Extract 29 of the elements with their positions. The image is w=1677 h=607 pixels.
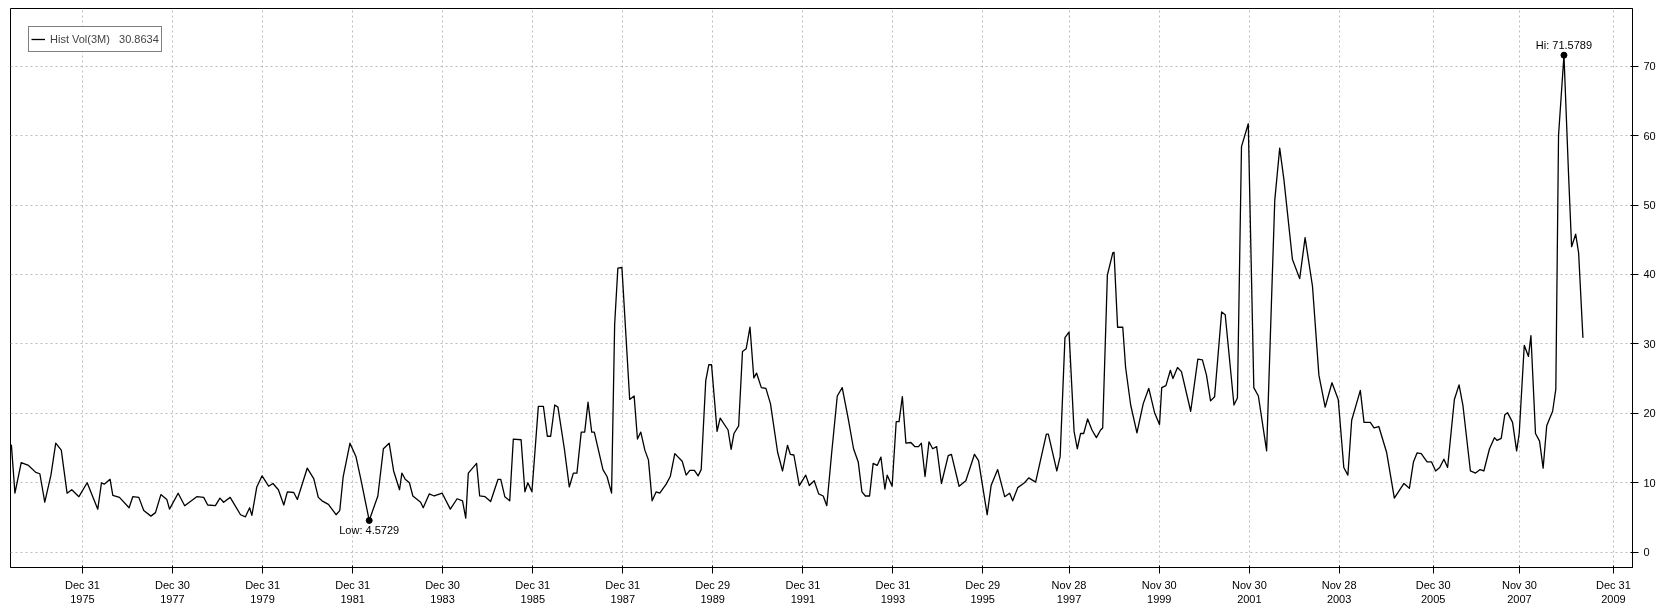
y-tick-label: 60 bbox=[1643, 129, 1656, 142]
x-tick-label: Dec 29 1989 bbox=[695, 578, 731, 605]
annotation: Hi: 71.5789 bbox=[1535, 39, 1593, 52]
x-tick-label: Dec 31 1975 bbox=[65, 578, 100, 605]
x-tick-label: Nov 28 2003 bbox=[1321, 578, 1357, 605]
x-tick-label: Nov 28 1997 bbox=[1051, 578, 1087, 605]
x-tick-label: Dec 30 1977 bbox=[155, 578, 190, 605]
y-tick-label: 50 bbox=[1643, 199, 1656, 212]
x-tick-label: Nov 30 2001 bbox=[1231, 578, 1267, 605]
legend-label: Hist Vol(3M) 30.8634 bbox=[50, 33, 159, 45]
x-tick-label: Dec 31 1993 bbox=[875, 578, 911, 605]
x-tick-label: Nov 30 2007 bbox=[1502, 578, 1537, 605]
x-tick-label: Dec 31 2009 bbox=[1595, 578, 1631, 605]
x-tick-label: Dec 31 1979 bbox=[245, 578, 281, 605]
y-tick-label: 70 bbox=[1643, 60, 1656, 73]
x-tick-label: Dec 31 1987 bbox=[605, 578, 641, 605]
x-tick-label: Dec 31 1981 bbox=[335, 578, 371, 605]
x-tick-label: Dec 31 1985 bbox=[515, 578, 551, 605]
y-tick-label: 20 bbox=[1643, 407, 1656, 420]
x-tick-label: Dec 30 1983 bbox=[425, 578, 460, 605]
y-tick-label: 10 bbox=[1643, 476, 1656, 489]
annotation: Low: 4.5729 bbox=[339, 524, 400, 537]
y-tick-label: 0 bbox=[1643, 546, 1650, 559]
x-tick-label: Dec 30 2005 bbox=[1415, 578, 1451, 605]
x-tick-label: Dec 29 1995 bbox=[965, 578, 1001, 605]
x-tick-label: Dec 31 1991 bbox=[785, 578, 821, 605]
y-tick-label: 30 bbox=[1643, 337, 1656, 350]
y-tick-label: 40 bbox=[1643, 268, 1656, 281]
x-tick-label: Nov 30 1999 bbox=[1141, 578, 1177, 605]
